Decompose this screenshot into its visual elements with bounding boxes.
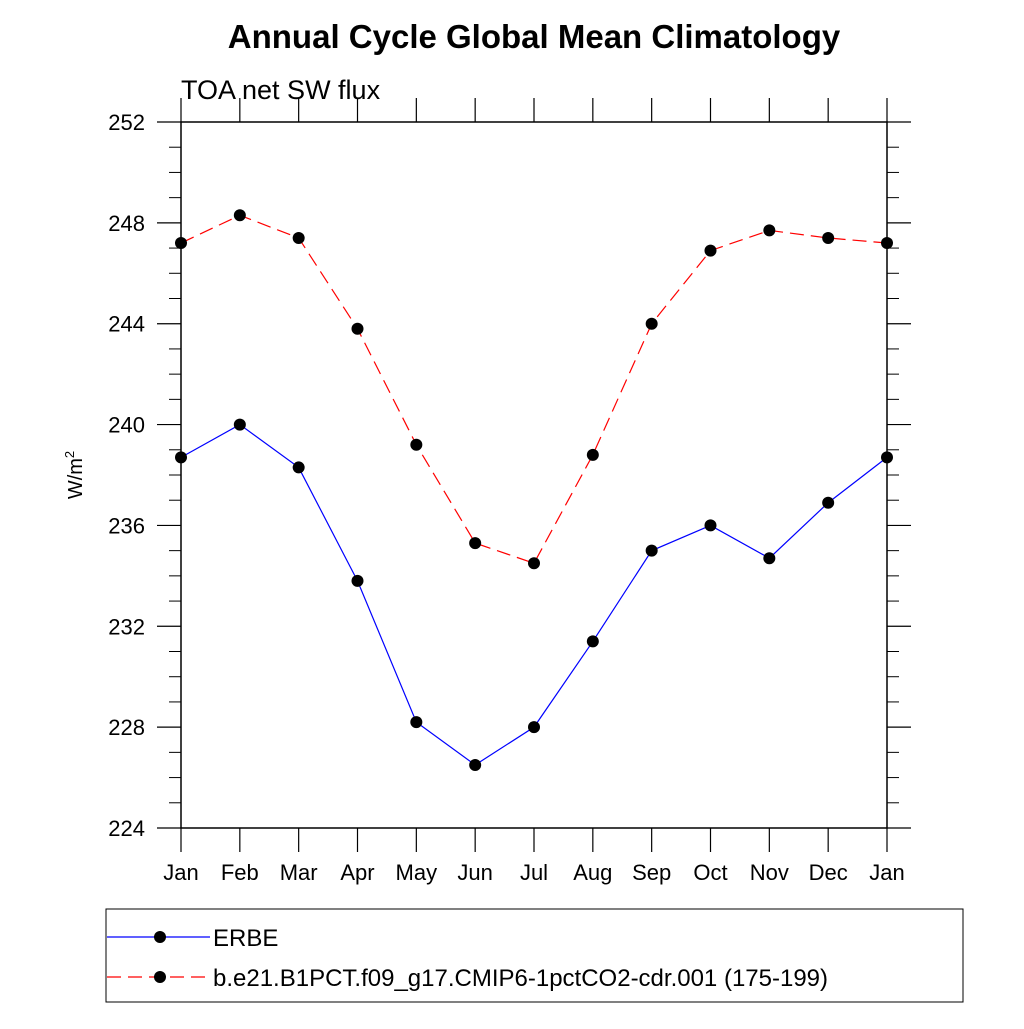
data-point-series-0 bbox=[528, 721, 540, 734]
data-point-series-0 bbox=[292, 461, 305, 474]
series-line-0 bbox=[180, 423, 888, 766]
y-tick-label: 236 bbox=[108, 513, 145, 538]
chart-title: Annual Cycle Global Mean Climatology bbox=[228, 18, 841, 55]
legend-label-1: b.e21.B1PCT.f09_g17.CMIP6-1pctCO2-cdr.00… bbox=[213, 965, 828, 992]
data-point-series-1 bbox=[586, 448, 599, 461]
data-point-series-0 bbox=[881, 451, 893, 464]
data-point-series-1 bbox=[763, 224, 776, 237]
legend-marker-0 bbox=[154, 931, 166, 943]
y-axis-label: W/m2 bbox=[62, 451, 87, 499]
data-point-series-1 bbox=[881, 237, 893, 250]
series-line-1 bbox=[180, 214, 888, 564]
data-point-series-1 bbox=[175, 237, 187, 250]
x-tick-label: May bbox=[396, 860, 438, 885]
x-tick-label: Mar bbox=[280, 860, 318, 885]
x-tick-label: Jan bbox=[869, 860, 904, 885]
y-tick-label: 240 bbox=[108, 413, 145, 438]
x-tick-label: Oct bbox=[693, 860, 727, 885]
x-tick-label: Jan bbox=[163, 860, 198, 885]
legend: ERBE b.e21.B1PCT.f09_g17.CMIP6-1pctCO2-cd… bbox=[107, 925, 828, 992]
x-tick-label: Jun bbox=[457, 860, 492, 885]
data-point-series-0 bbox=[586, 635, 599, 648]
x-tick-label: Sep bbox=[632, 860, 671, 885]
axis-ticks: 224 228 232 236 240 244 248 252 Jan Feb Mar Apr May J… bbox=[108, 98, 911, 885]
x-tick-label: Feb bbox=[221, 860, 259, 885]
y-tick-label: 252 bbox=[108, 110, 145, 135]
x-tick-label: Jul bbox=[520, 860, 548, 885]
data-point-series-1 bbox=[233, 209, 246, 222]
legend-box bbox=[105, 908, 964, 1003]
legend-marker-1 bbox=[154, 971, 166, 983]
y-axis-label-text: W/m bbox=[65, 458, 87, 499]
data-point-series-0 bbox=[351, 574, 364, 587]
data-point-series-1 bbox=[704, 244, 717, 257]
y-tick-label: 232 bbox=[108, 614, 145, 639]
data-point-series-0 bbox=[763, 552, 776, 565]
data-point-series-0 bbox=[645, 544, 658, 557]
data-point-series-0 bbox=[704, 519, 717, 532]
y-tick-label: 228 bbox=[108, 715, 145, 740]
svg-text:W/m2: W/m2 bbox=[62, 451, 87, 499]
x-tick-label: Dec bbox=[809, 860, 848, 885]
data-point-series-1 bbox=[645, 317, 658, 330]
data-point-series-0 bbox=[822, 496, 835, 509]
data-point-series-1 bbox=[410, 438, 423, 451]
chart-subtitle: TOA net SW flux bbox=[181, 75, 381, 105]
data-point-series-1 bbox=[292, 231, 305, 244]
legend-label-0: ERBE bbox=[213, 925, 278, 952]
data-point-series-1 bbox=[469, 537, 482, 550]
data-point-series-1 bbox=[822, 231, 835, 244]
x-tick-label: Apr bbox=[340, 860, 374, 885]
series-layer bbox=[175, 209, 893, 771]
data-point-series-0 bbox=[233, 418, 246, 431]
y-tick-label: 224 bbox=[108, 816, 145, 841]
x-tick-label: Nov bbox=[750, 860, 789, 885]
data-point-series-1 bbox=[528, 557, 540, 570]
y-axis-label-superscript: 2 bbox=[62, 451, 77, 458]
x-tick-label: Aug bbox=[573, 860, 612, 885]
data-point-series-0 bbox=[410, 716, 423, 729]
data-point-series-1 bbox=[351, 322, 364, 335]
y-tick-label: 244 bbox=[108, 312, 145, 337]
data-point-series-0 bbox=[469, 758, 482, 771]
data-point-series-0 bbox=[175, 451, 187, 464]
y-tick-label: 248 bbox=[108, 211, 145, 236]
